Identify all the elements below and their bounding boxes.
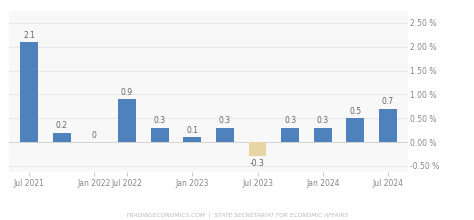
Bar	[183, 137, 201, 142]
Bar	[281, 128, 299, 142]
Text: 2.1: 2.1	[23, 31, 35, 40]
Text: 0.7: 0.7	[382, 97, 394, 106]
Bar	[248, 142, 266, 156]
Bar	[20, 42, 38, 142]
Text: 0.3: 0.3	[317, 116, 329, 125]
Text: -0.3: -0.3	[250, 159, 265, 168]
Bar	[53, 132, 71, 142]
Text: 0.1: 0.1	[186, 126, 198, 135]
Bar	[314, 128, 332, 142]
Bar	[379, 109, 397, 142]
Bar	[118, 99, 136, 142]
Bar	[216, 128, 234, 142]
Text: 0.2: 0.2	[56, 121, 68, 130]
Text: 0.5: 0.5	[349, 107, 362, 116]
Text: 0: 0	[92, 131, 97, 140]
Text: 0.3: 0.3	[284, 116, 296, 125]
Text: 0.3: 0.3	[219, 116, 231, 125]
Bar	[346, 118, 365, 142]
Text: TRADINGECONOMICS.COM  |  STATE SECRETARIAT FOR ECONOMIC AFFAIRS: TRADINGECONOMICS.COM | STATE SECRETARIAT…	[126, 212, 348, 218]
Text: 0.3: 0.3	[154, 116, 166, 125]
Bar	[151, 128, 169, 142]
Text: 0.9: 0.9	[121, 88, 133, 97]
